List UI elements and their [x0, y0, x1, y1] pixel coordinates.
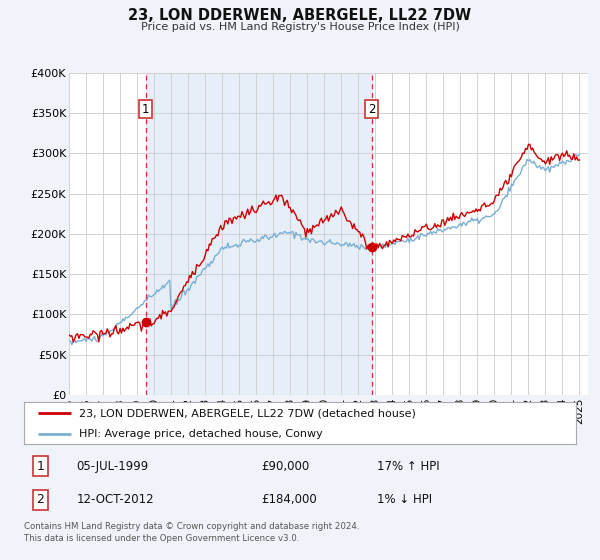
Text: 23, LON DDERWEN, ABERGELE, LL22 7DW (detached house): 23, LON DDERWEN, ABERGELE, LL22 7DW (det…	[79, 408, 416, 418]
Text: 12-OCT-2012: 12-OCT-2012	[76, 493, 154, 506]
Text: 17% ↑ HPI: 17% ↑ HPI	[377, 460, 440, 473]
Text: £90,000: £90,000	[262, 460, 310, 473]
Text: HPI: Average price, detached house, Conwy: HPI: Average price, detached house, Conw…	[79, 430, 323, 439]
Text: 1% ↓ HPI: 1% ↓ HPI	[377, 493, 433, 506]
Text: 23, LON DDERWEN, ABERGELE, LL22 7DW: 23, LON DDERWEN, ABERGELE, LL22 7DW	[128, 8, 472, 24]
Bar	[146, 73, 372, 395]
Text: Price paid vs. HM Land Registry's House Price Index (HPI): Price paid vs. HM Land Registry's House …	[140, 22, 460, 32]
Text: 1: 1	[142, 102, 149, 115]
Text: Contains HM Land Registry data © Crown copyright and database right 2024.
This d: Contains HM Land Registry data © Crown c…	[24, 522, 359, 543]
Text: 1: 1	[37, 460, 44, 473]
Text: 2: 2	[37, 493, 44, 506]
Text: £184,000: £184,000	[262, 493, 317, 506]
Text: 2: 2	[368, 102, 376, 115]
Text: 05-JUL-1999: 05-JUL-1999	[76, 460, 149, 473]
